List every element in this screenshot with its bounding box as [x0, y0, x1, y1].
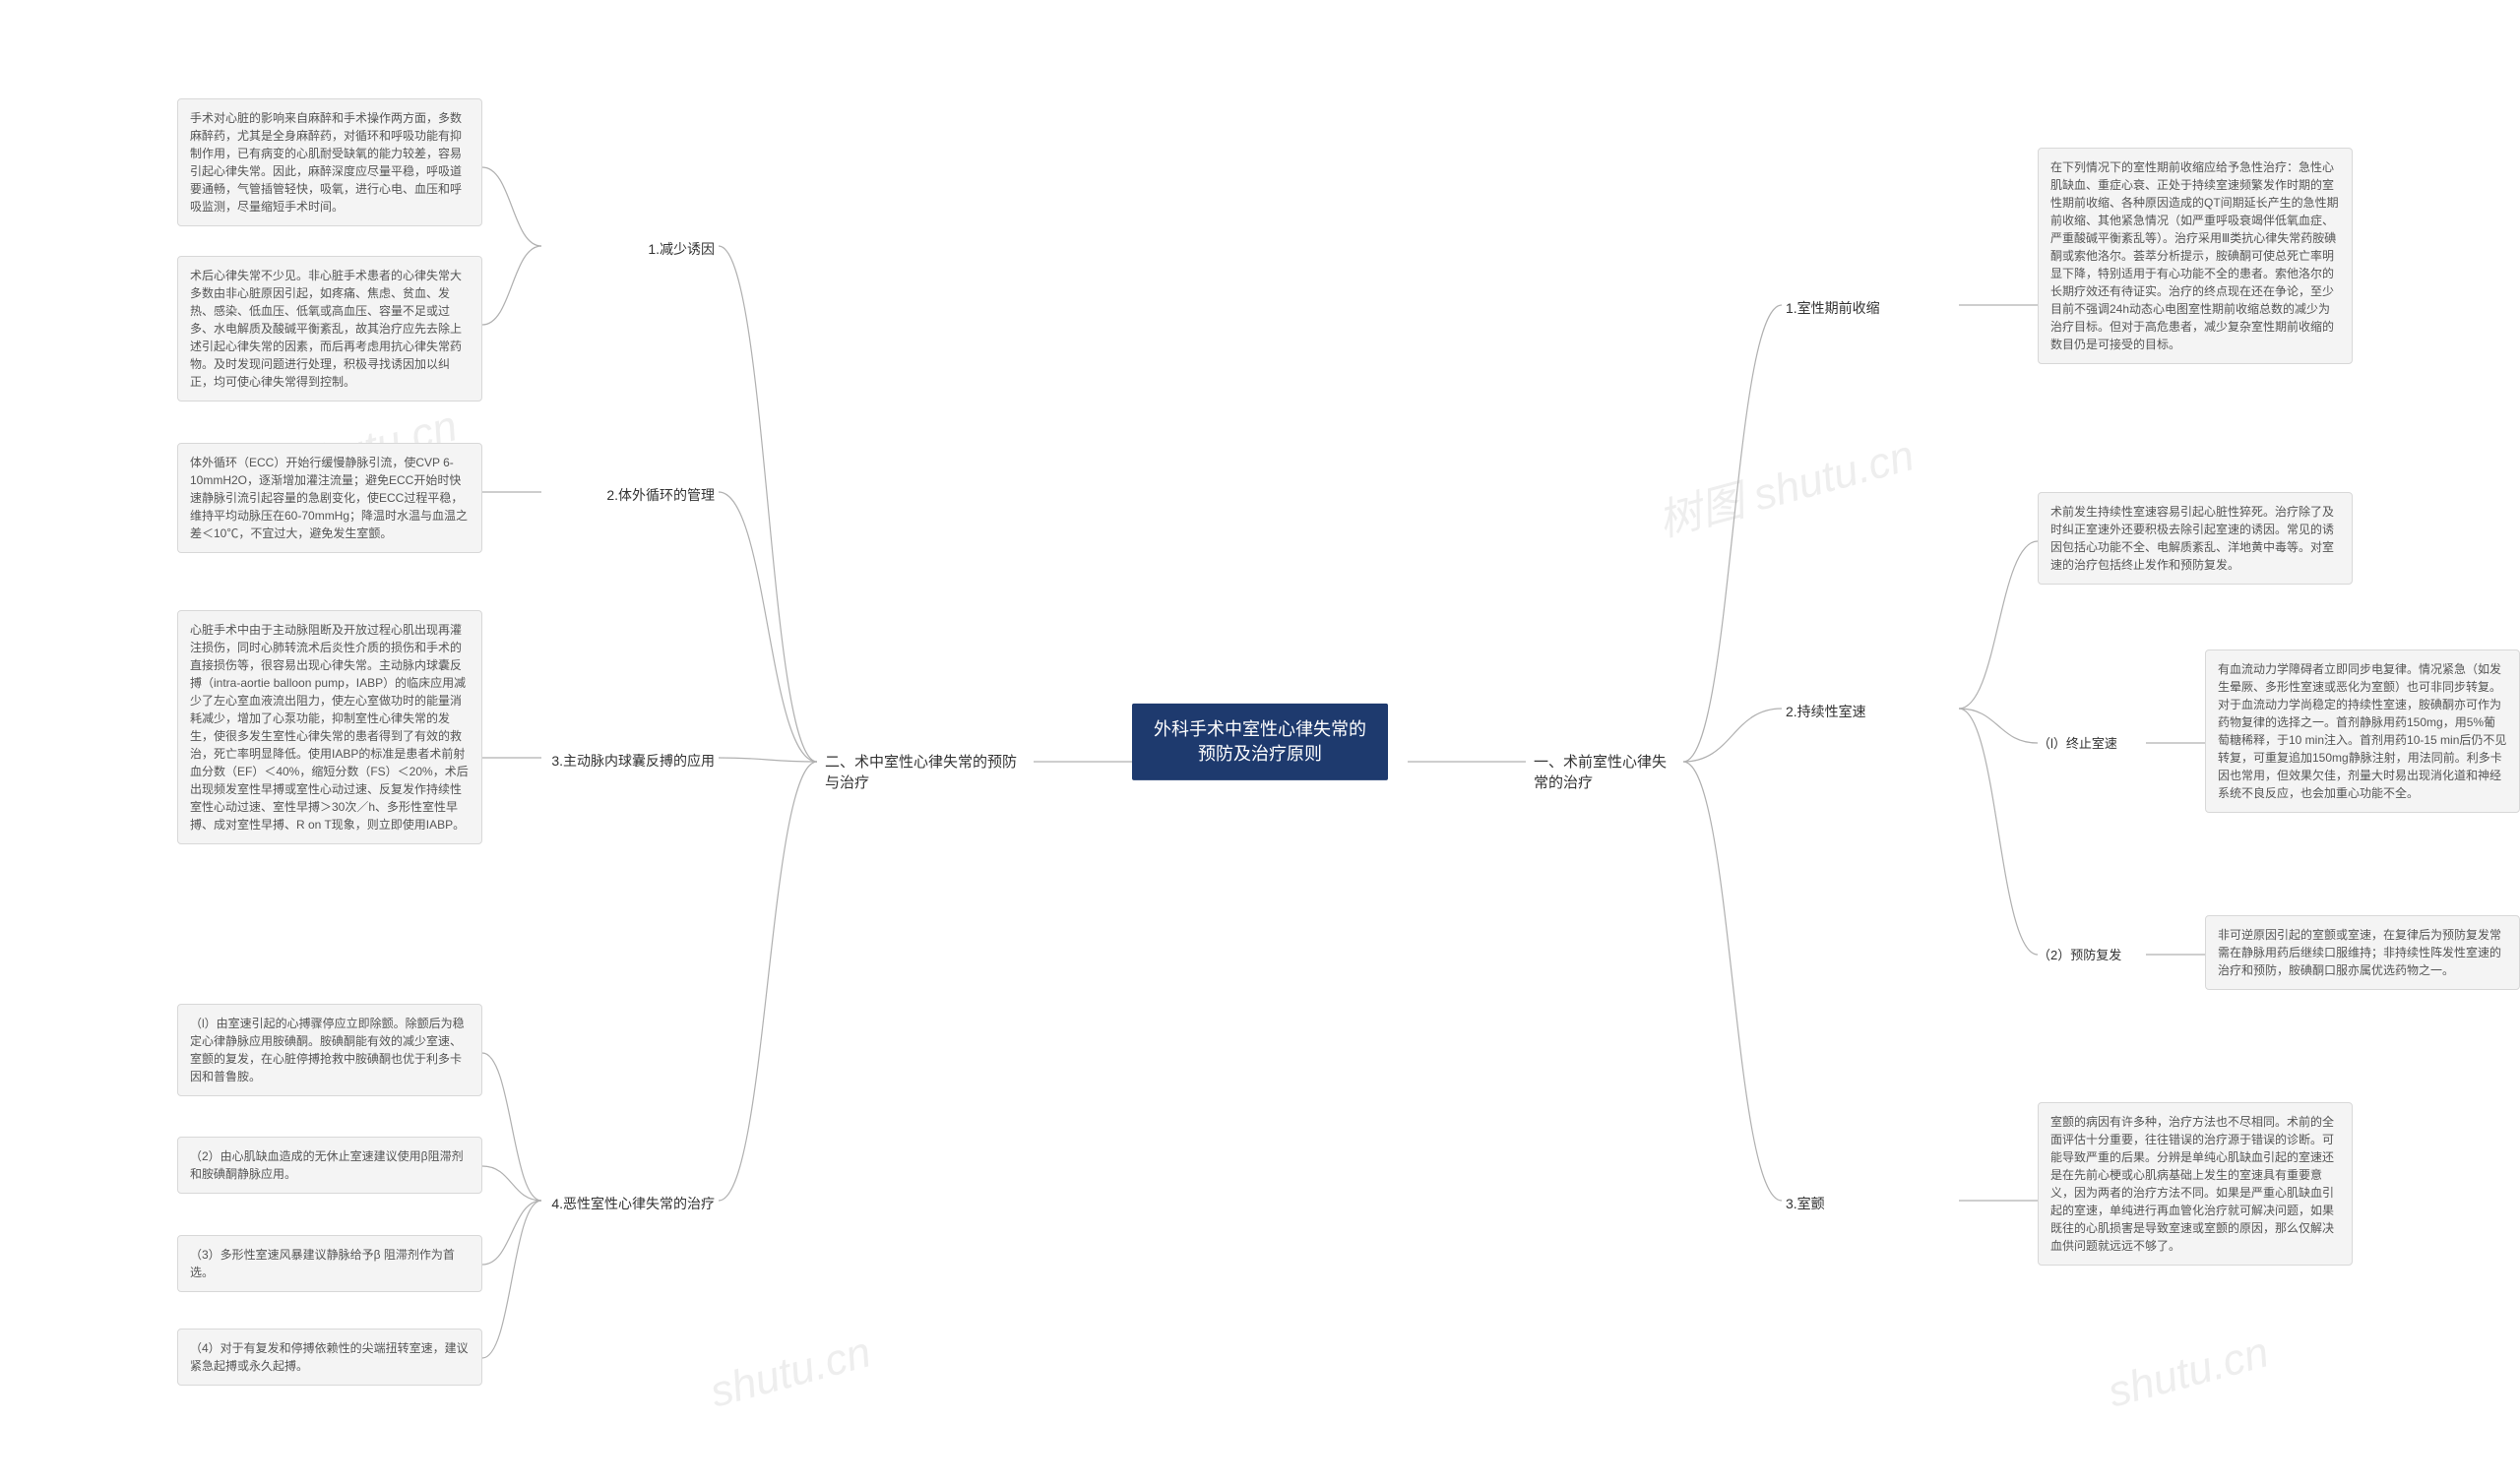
- right-child-2-sub-1: （l）终止室速: [2038, 735, 2146, 753]
- mindmap-root: 外科手术中室性心律失常的预防及治疗原则 一、术前室性心律失常的治疗 1.室性期前…: [20, 20, 2500, 1464]
- left-child-3-leaf-1: 心脏手术中由于主动脉阻断及开放过程心肌出现再灌注损伤，同时心肺转流术后炎性介质的…: [177, 610, 482, 844]
- left-child-1-leaf-1: 手术对心脏的影响来自麻醉和手术操作两方面，多数麻醉药，尤其是全身麻醉药，对循环和…: [177, 98, 482, 226]
- right-child-3-leaf-1: 室颤的病因有许多种，治疗方法也不尽相同。术前的全面评估十分重要，往往错误的治疗源…: [2038, 1102, 2353, 1266]
- left-child-4-leaf-2: （2）由心肌缺血造成的无休止室速建议使用β阻滞剂和胺碘酮静脉应用。: [177, 1137, 482, 1194]
- left-child-4-leaf-4: （4）对于有复发和停搏依赖性的尖端扭转室速，建议紧急起搏或永久起搏。: [177, 1329, 482, 1386]
- right-child-2-sub-2-leaf: 非可逆原因引起的室颤或室速，在复律后为预防复发常需在静脉用药后继续口服维持；非持…: [2205, 915, 2520, 990]
- left-child-2: 2.体外循环的管理: [541, 484, 719, 508]
- right-child-2-sub-1-leaf: 有血流动力学障碍者立即同步电复律。情况紧急（如发生晕厥、多形性室速或恶化为室颤）…: [2205, 649, 2520, 813]
- center-node: 外科手术中室性心律失常的预防及治疗原则: [1132, 704, 1388, 780]
- branch-left-title: 二、术中室性心律失常的预防与治疗: [817, 748, 1034, 797]
- right-child-2-intro: 术前发生持续性室速容易引起心脏性猝死。治疗除了及时纠正室速外还要积极去除引起室速…: [2038, 492, 2353, 585]
- right-child-1: 1.室性期前收缩: [1782, 297, 1959, 321]
- right-child-1-leaf-1: 在下列情况下的室性期前收缩应给予急性治疗：急性心肌缺血、重症心衰、正处于持续室速…: [2038, 148, 2353, 364]
- left-child-4-leaf-1: （l）由室速引起的心搏骤停应立即除颤。除颤后为稳定心律静脉应用胺碘酮。胺碘酮能有…: [177, 1004, 482, 1096]
- branch-right-title: 一、术前室性心律失常的治疗: [1526, 748, 1683, 797]
- left-child-4-leaf-3: （3）多形性室速风暴建议静脉给予β 阻滞剂作为首选。: [177, 1235, 482, 1292]
- left-child-4: 4.恶性室性心律失常的治疗: [541, 1193, 719, 1216]
- left-child-1: 1.减少诱因: [541, 238, 719, 262]
- left-child-3: 3.主动脉内球囊反搏的应用: [541, 750, 719, 773]
- left-child-1-leaf-2: 术后心律失常不少见。非心脏手术患者的心律失常大多数由非心脏原因引起，如疼痛、焦虑…: [177, 256, 482, 402]
- right-child-2: 2.持续性室速: [1782, 701, 1959, 724]
- left-child-2-leaf-1: 体外循环（ECC）开始行缓慢静脉引流，使CVP 6-10mmH2O，逐渐增加灌注…: [177, 443, 482, 553]
- right-child-3: 3.室颤: [1782, 1193, 1959, 1216]
- right-child-2-sub-2: （2）预防复发: [2038, 947, 2146, 964]
